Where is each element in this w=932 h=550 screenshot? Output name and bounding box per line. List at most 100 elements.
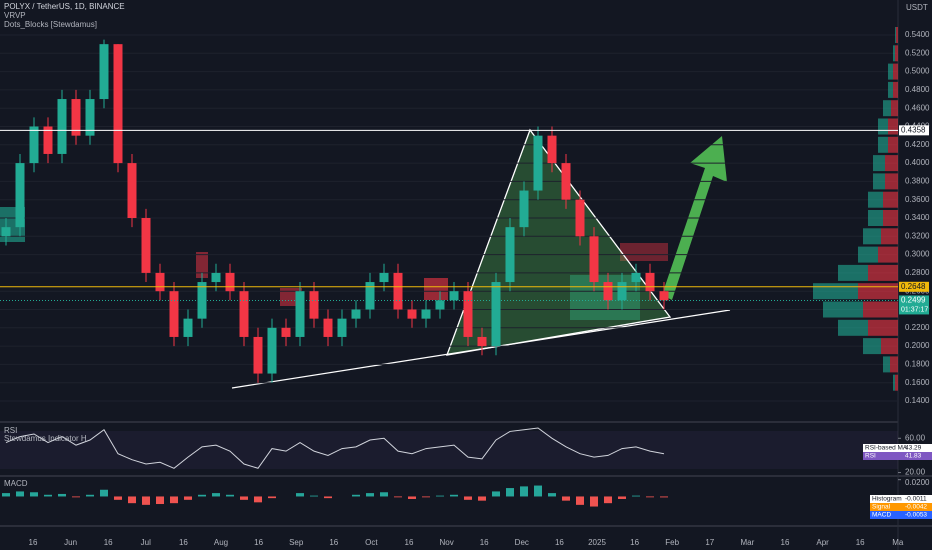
volume-down [883, 210, 898, 226]
x-tick-label: 16 [104, 538, 113, 547]
x-tick-label: 17 [705, 538, 714, 547]
histogram-bar [72, 496, 80, 498]
legend-bg [870, 511, 932, 519]
macd-tick-label: 0.0200 [905, 478, 930, 487]
volume-up [863, 338, 881, 355]
volume-up [888, 81, 893, 98]
legend-value: -0.0042 [905, 504, 927, 511]
candle-body [491, 282, 501, 347]
indicator: Dots_Blocks [Stewdamus] [4, 20, 97, 29]
volume-down [888, 118, 898, 135]
candle-body [155, 272, 165, 292]
indicator: VRVP [4, 11, 26, 20]
volume-up [878, 136, 888, 153]
x-tick-label: 16 [480, 538, 489, 547]
volume-down [896, 27, 898, 43]
histogram-bar [380, 492, 388, 497]
y-tick-label: 0.5400 [905, 30, 930, 39]
candle-body [57, 99, 67, 154]
price-label: 0.2648 [901, 282, 926, 291]
volume-up [838, 319, 868, 336]
histogram-bar [100, 489, 108, 497]
triangle [446, 128, 672, 356]
y-tick-label: 0.3600 [905, 195, 930, 204]
y-tick-label: 0.1400 [905, 396, 930, 405]
x-tick-label: Jul [141, 538, 151, 547]
x-tick-label: Feb [665, 538, 679, 547]
histogram-bar [548, 493, 556, 497]
volume-up [873, 155, 885, 172]
candle-body [113, 44, 123, 164]
histogram-bar [184, 496, 192, 500]
x-tick-label: Dec [515, 538, 529, 547]
volume-down [868, 319, 898, 336]
candle-body [421, 309, 431, 319]
legend-name: Histogram [872, 496, 902, 503]
legend-bg [870, 495, 932, 503]
y-tick-label: 0.2800 [905, 268, 930, 277]
x-tick-label: 16 [781, 538, 790, 547]
histogram-bar [44, 494, 52, 497]
candle-body [337, 318, 347, 337]
candle-body [211, 272, 221, 283]
histogram-bar [296, 493, 304, 497]
macd-title: MACD [4, 479, 28, 488]
candle-body [435, 300, 445, 310]
y-tick-label: 0.4600 [905, 103, 930, 112]
candle-body [295, 291, 305, 337]
y-tick-label: 0.5200 [905, 48, 930, 57]
legend-value: 41.83 [905, 453, 922, 460]
candle-body [617, 282, 627, 301]
candle-body [15, 163, 25, 228]
candle-body [323, 318, 333, 337]
volume-down [881, 228, 898, 245]
histogram-bar [562, 496, 570, 501]
histogram-bar [212, 493, 220, 497]
candle-body [29, 126, 39, 164]
histogram-bar [352, 494, 360, 497]
histogram-bar [128, 496, 136, 504]
candle-body [603, 282, 613, 301]
rsi-tick-label: 60.00 [905, 433, 926, 442]
volume-down [895, 374, 898, 391]
histogram-bar [632, 495, 640, 497]
x-tick-label: 2025 [588, 538, 606, 547]
candle-body [99, 44, 109, 100]
legend-bg [870, 503, 932, 511]
histogram-bar [324, 496, 332, 499]
histogram-bar [506, 488, 514, 497]
candle-body [43, 126, 53, 154]
legend-name: RSI [865, 453, 876, 460]
volume-up [823, 301, 863, 318]
candle-body [449, 291, 459, 301]
volume-down [893, 63, 898, 80]
volume-down [890, 356, 898, 373]
rsi-title: RSI [4, 426, 17, 435]
histogram-bar [464, 496, 472, 500]
candle-body [407, 309, 417, 319]
volume-down [885, 155, 898, 172]
x-tick-label: 16 [179, 538, 188, 547]
y-tick-label: 0.1600 [905, 378, 930, 387]
trend-line [231, 309, 731, 389]
candle-body [225, 272, 235, 292]
y-tick-label: 0.4800 [905, 85, 930, 94]
candle-body [547, 135, 557, 164]
histogram-bar [142, 496, 150, 505]
x-tick-label: Mar [741, 538, 755, 547]
price-label-bg [899, 295, 929, 315]
legend-name: Signal [872, 504, 891, 511]
candle-body [1, 227, 11, 237]
legend-value: 43.29 [905, 445, 922, 452]
candle-body [561, 163, 571, 200]
legend-bg [863, 452, 932, 460]
symbol: POLYX / TetherUS, 1D, BINANCE [4, 2, 125, 11]
histogram-bar [436, 495, 444, 497]
x-tick-label: Oct [365, 538, 378, 547]
histogram-bar [520, 486, 528, 497]
candle-body [267, 327, 277, 374]
histogram-bar [16, 491, 24, 497]
histogram-bar [394, 496, 402, 498]
